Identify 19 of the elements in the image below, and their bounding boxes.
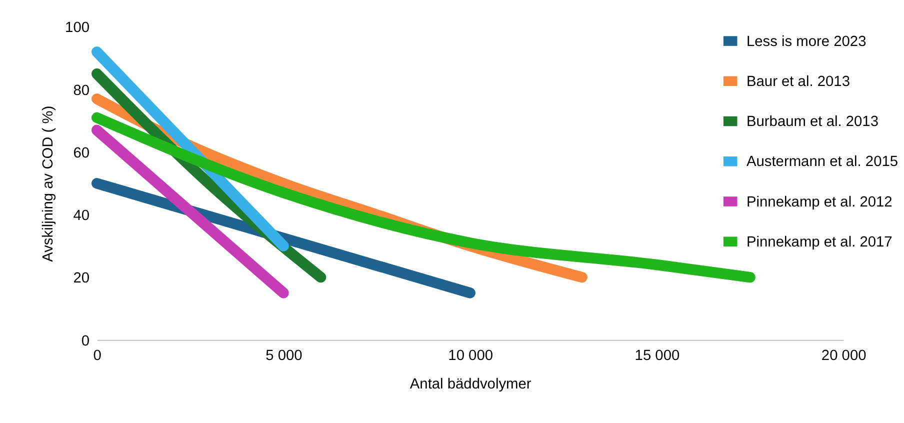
- y-tick-label: 20: [73, 270, 90, 287]
- y-axis-title: Avskiljning av COD ( %): [40, 106, 56, 262]
- legend-label: Burbaum et al. 2013: [746, 114, 878, 130]
- legend-label: Pinnekamp et al. 2017: [746, 234, 892, 250]
- x-tick-label: 10 000: [448, 348, 494, 364]
- x-tick-label: 5 000: [266, 348, 302, 364]
- x-axis-title: Antal bäddvolymer: [410, 376, 532, 392]
- x-tick-label: 0: [93, 348, 102, 364]
- y-tick-label: 100: [65, 20, 90, 36]
- legend-label: Less is more 2023: [746, 34, 866, 50]
- x-tick-label: 15 000: [634, 348, 680, 364]
- y-tick-label: 80: [73, 82, 90, 99]
- legend-label: Austermann et al. 2015: [746, 154, 898, 170]
- x-tick-label: 20 000: [821, 348, 866, 364]
- y-tick-label: 60: [73, 145, 90, 162]
- legend-label: Baur et al. 2013: [746, 74, 850, 90]
- y-tick-label: 0: [81, 333, 90, 350]
- legend-label: Pinnekamp et al. 2012: [746, 194, 892, 210]
- y-tick-label: 40: [73, 208, 90, 224]
